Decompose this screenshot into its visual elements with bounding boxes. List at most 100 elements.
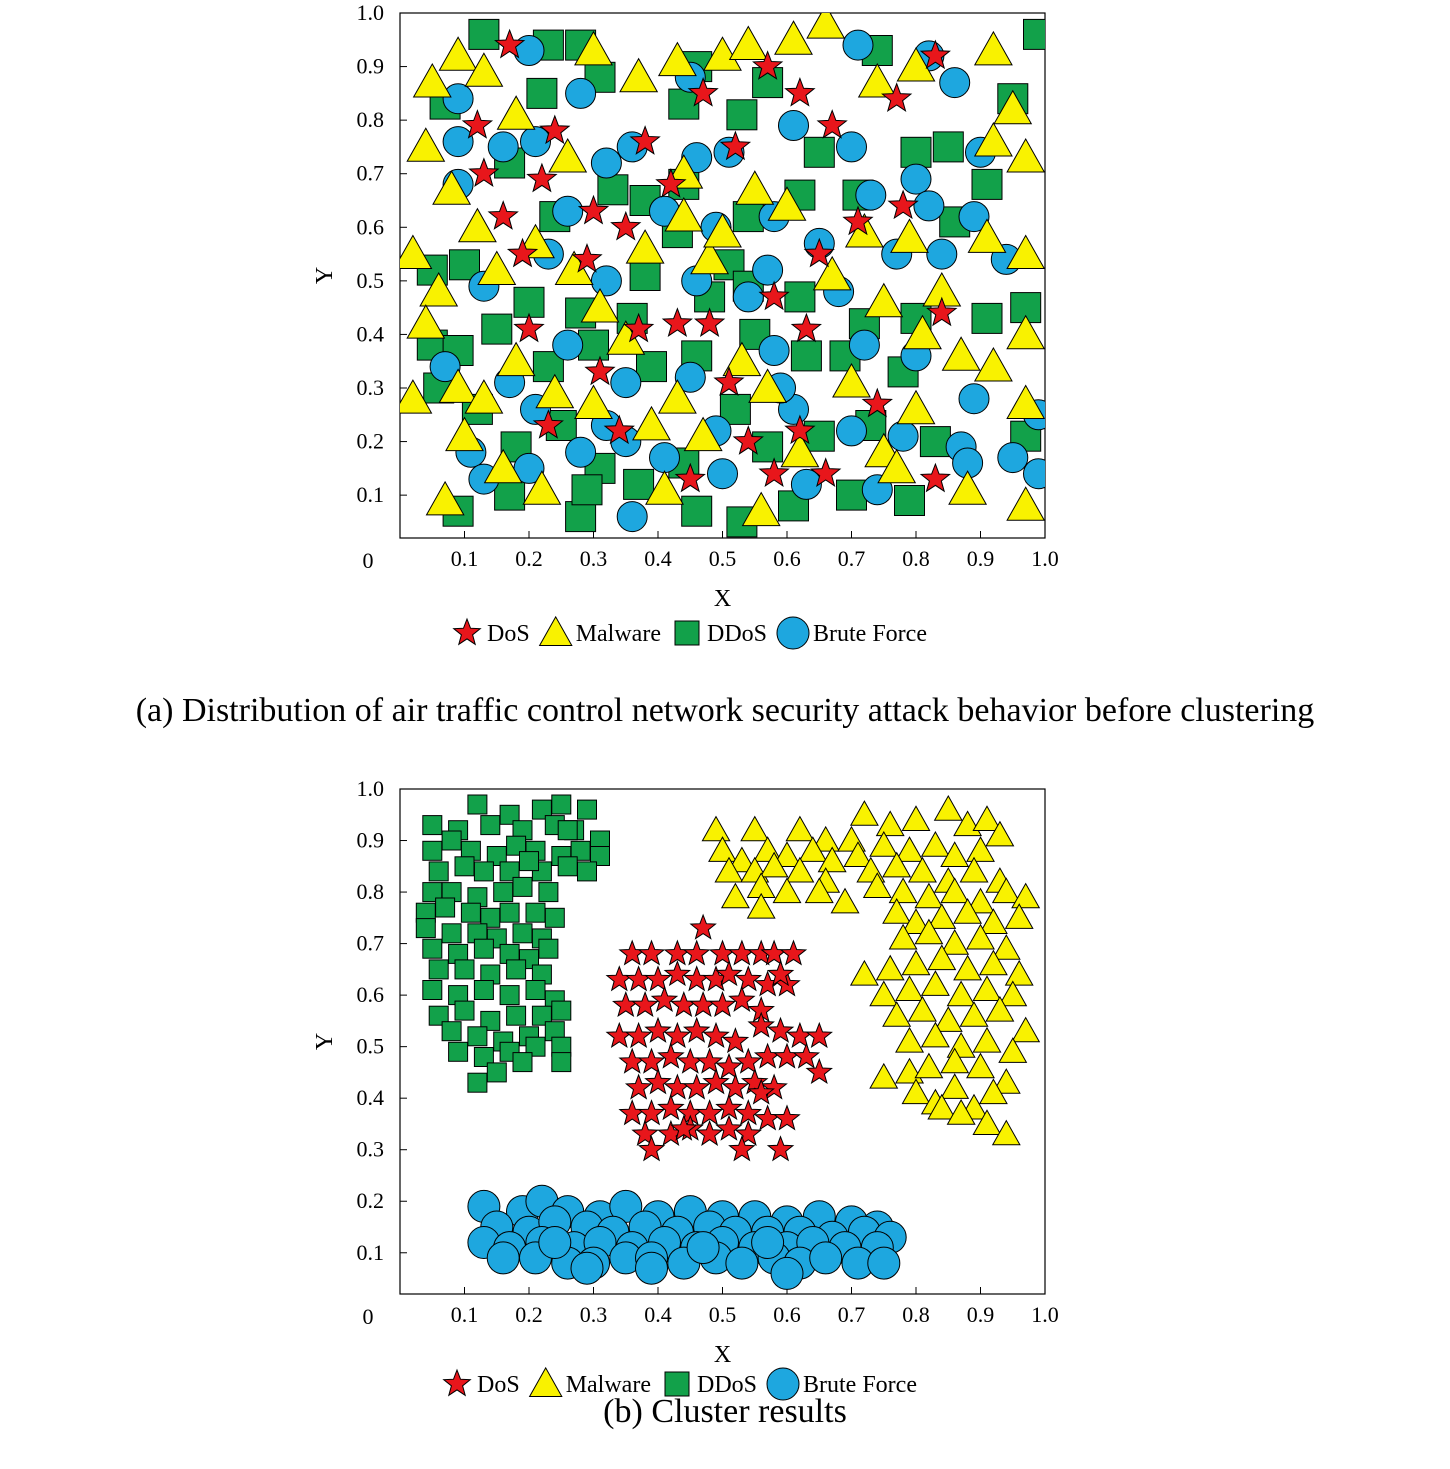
data-point-malware [748,368,788,403]
data-point-dos [810,457,842,487]
data-point-malware [664,196,704,232]
data-points [400,13,1045,538]
y-axis-label: Y [312,267,338,284]
data-point-ddos [525,980,546,1000]
x-tick-label: 0.6 [773,1302,801,1327]
data-point-malware [438,368,478,403]
data-point-dos [719,130,752,161]
data-point-malware [973,121,1013,157]
data-point-ddos [441,923,462,944]
data-point-dos [670,1114,698,1141]
data-point-malware [927,944,957,971]
data-point-malware [946,980,976,1007]
data-point-malware [1011,882,1041,909]
data-point-malware [574,30,613,66]
data-point-malware [445,416,484,452]
data-point-ddos [1023,18,1045,50]
data-point-ddos [636,351,667,383]
data-point-ddos [506,1005,527,1026]
y-tick-label: 0.5 [357,1034,385,1059]
data-point-malware [849,800,879,826]
data-point-malware [991,934,1021,960]
data-point-dos [861,387,893,418]
data-point-malware [400,234,433,269]
data-point-malware [645,470,684,505]
y-tick-label: 0.8 [357,107,385,132]
data-point-dos [624,1073,653,1100]
y-axis-label: Y [312,1033,338,1050]
data-point-dos [721,1073,750,1100]
data-point-ddos [778,490,809,522]
data-point-ddos [551,794,572,815]
legend: DoS Malware DDoS Brute Force [452,615,927,650]
x-tick-label: 0.5 [709,1302,737,1327]
data-point-ddos [544,907,565,928]
x-axis-label: X [714,1342,731,1368]
data-point-malware [483,448,523,484]
data-point-malware [457,207,497,243]
x-tick-label: 0.9 [967,546,995,571]
data-point-dos [644,965,672,992]
y-tick-label: 1.0 [357,776,385,801]
data-point-malware [920,970,950,996]
legend-triangle-icon [528,1366,563,1397]
data-point-dos [715,1114,743,1141]
data-points [415,794,1041,1290]
data-point-dos [682,939,711,966]
data-point-dos [623,312,655,343]
data-point-dos [513,312,545,343]
data-point-brute-force [939,67,971,99]
data-point-malware [991,1119,1021,1146]
y-tick-label: 0.2 [357,429,385,454]
legend-square-icon [674,620,700,646]
data-point-malware [946,1098,976,1125]
data-point-malware [849,959,879,986]
data-point-malware [708,836,737,862]
data-point-brute-force [958,383,990,415]
data-point-ddos [499,804,520,825]
data-point-malware [895,1026,925,1053]
data-point-malware [948,470,988,505]
data-point-malware [901,805,931,831]
data-point-brute-force [616,501,648,533]
data-point-ddos [480,815,501,836]
data-point-malware [406,304,446,339]
data-point-malware [973,346,1013,382]
data-point-brute-force [442,83,474,115]
data-point-malware [985,995,1015,1022]
data-point-dos [805,1021,833,1049]
data-point-dos [655,167,687,198]
data-point-dos [605,965,634,992]
panel-b: 0.1 0.2 0.3 0.4 0.5 0.6 0.7 0.8 0.9 1.0 0.1 0.2 0.3 0… [312,776,1059,1401]
data-point-malware [967,218,1007,253]
data-point-malware [1006,486,1045,521]
data-point-ddos [900,136,932,168]
series-dos [605,913,833,1162]
data-point-malware [877,448,917,484]
data-point-dos [618,939,646,966]
data-point-malware [972,805,1002,831]
y-tick-label: 0.2 [357,1188,385,1213]
data-point-malware [896,389,936,425]
data-point-ddos [623,468,655,500]
data-point-dos [532,409,564,439]
data-point-malware [940,877,970,904]
data-point-malware [966,887,995,914]
data-point-brute-force [836,415,867,447]
data-point-malware [619,57,659,93]
y-tick-label: 0.1 [357,482,385,507]
data-point-ddos [512,876,533,897]
data-point-ddos [525,1036,546,1057]
data-point-malware [806,13,846,39]
data-point-ddos [422,980,443,1000]
x-tick-label: 0.1 [451,546,479,571]
data-point-dos [695,1047,724,1074]
y-tick-label: 0.3 [357,1137,385,1162]
data-point-malware [759,851,789,878]
data-point-ddos [499,985,520,1006]
legend-label: DoS [487,621,530,647]
y-tick-label: 0.8 [357,879,385,904]
data-point-dos [637,939,666,966]
y-tick-label: 0.9 [357,828,385,853]
data-point-ddos [919,426,951,458]
